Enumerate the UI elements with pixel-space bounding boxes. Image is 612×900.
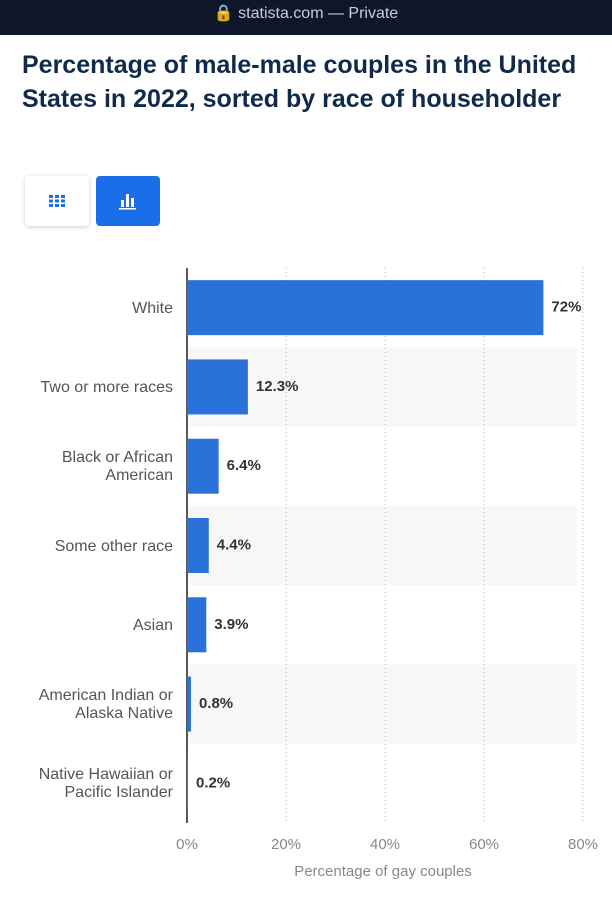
bar: [187, 359, 248, 415]
bar: [187, 438, 219, 494]
chart-view-button[interactable]: [96, 176, 160, 226]
table-icon: [49, 195, 65, 207]
category-label: Native Hawaiian or Pacific Islander: [38, 766, 173, 802]
table-view-button[interactable]: [25, 176, 89, 226]
row-stripe: [187, 347, 577, 427]
x-tick-label: 60%: [469, 836, 499, 853]
value-label: 12.3%: [256, 378, 299, 395]
category-label: Some other race: [54, 537, 173, 555]
bar: [187, 280, 544, 336]
bar: [187, 676, 191, 732]
chart-icon: [119, 194, 136, 210]
x-tick-label: 80%: [568, 836, 598, 853]
category-label: American Indian or Alaska Native: [38, 687, 173, 723]
category-label: Asian: [132, 616, 173, 634]
x-axis-title: Percentage of gay couples: [294, 863, 472, 880]
url: statista.com — Private: [238, 5, 399, 22]
chart-title: Percentage of male-male couples in the U…: [22, 51, 577, 113]
row-stripe: [187, 505, 577, 586]
row-stripe: [187, 664, 577, 744]
value-label: 4.4%: [217, 536, 251, 553]
value-label: 6.4%: [227, 457, 261, 474]
value-label: 72%: [551, 299, 581, 316]
value-label: 0.8%: [199, 695, 233, 712]
x-tick-label: 0%: [176, 836, 198, 853]
value-label: 0.2%: [196, 774, 230, 791]
category-label: Black or African American: [61, 449, 173, 485]
x-tick-label: 40%: [370, 836, 400, 853]
url-bar[interactable]: 🔒 statista.com — Private: [0, 0, 612, 35]
value-label: 3.9%: [214, 616, 248, 633]
category-label: White: [132, 299, 173, 317]
x-tick-label: 20%: [271, 836, 301, 853]
bar: [187, 518, 209, 573]
bar: [187, 597, 207, 653]
bar: [187, 755, 188, 811]
category-label: Two or more races: [40, 378, 173, 396]
